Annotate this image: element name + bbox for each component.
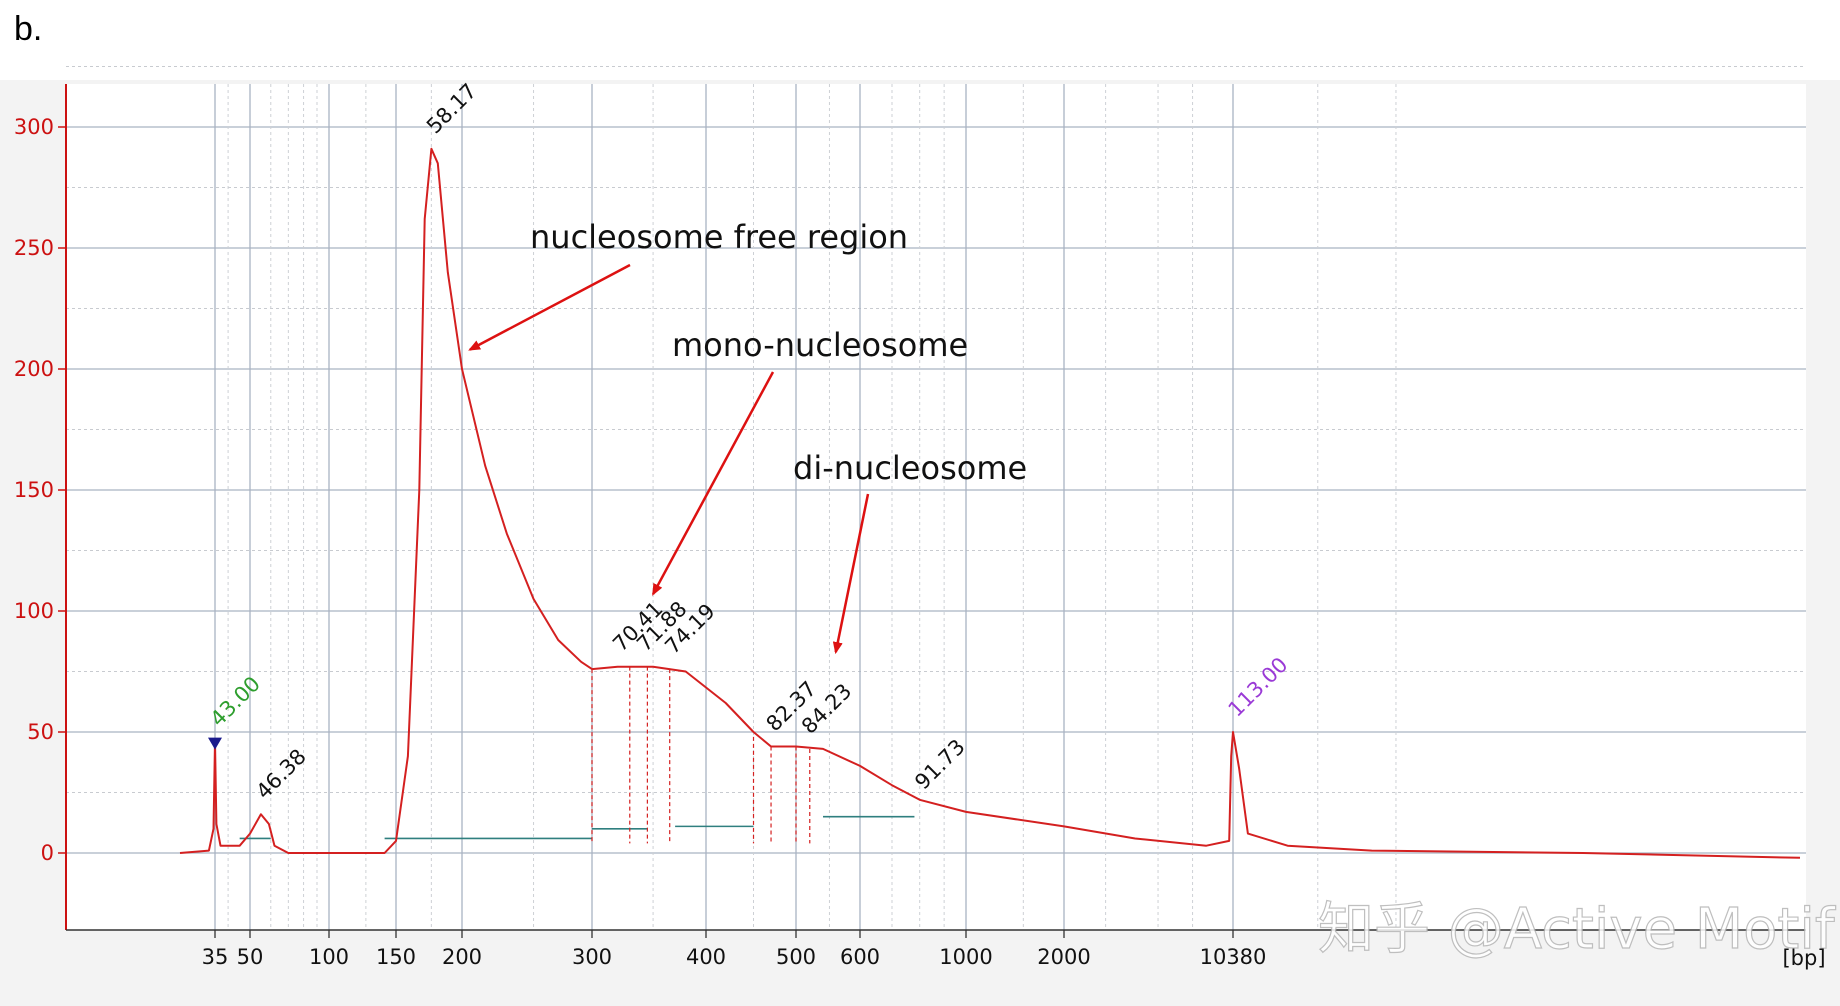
x-tick-label: 2000 xyxy=(1037,945,1090,969)
x-tick-label: 200 xyxy=(442,945,482,969)
x-tick-label: 100 xyxy=(309,945,349,969)
trace xyxy=(179,147,1801,859)
annotation-arrow xyxy=(832,493,870,655)
y-tick-label: 0 xyxy=(41,841,54,865)
annotation-label: nucleosome free region xyxy=(530,218,908,256)
y-tick-label: 50 xyxy=(27,720,54,744)
x-tick-label: 600 xyxy=(840,945,880,969)
x-tick-label: 500 xyxy=(776,945,816,969)
x-tick-label: 300 xyxy=(572,945,612,969)
ladder-marker-icon xyxy=(208,737,222,750)
x-tick-label: 400 xyxy=(686,945,726,969)
annotation-label: mono-nucleosome xyxy=(672,326,968,364)
axes: 0 50 100 150 200 250 300 35 50 100 150 200 300 400 500… xyxy=(14,84,1806,969)
annotation-arrow xyxy=(468,263,631,351)
y-tick-label: 150 xyxy=(14,478,54,502)
plot-area xyxy=(66,84,1806,930)
panel-label: b. xyxy=(14,10,43,48)
x-tick-label: 10380 xyxy=(1200,945,1267,969)
x-tick-label: 1000 xyxy=(939,945,992,969)
y-tick-label: 250 xyxy=(14,236,54,260)
x-axis-unit-label: [bp] xyxy=(1782,946,1825,970)
watermark-text: 知乎 @Active Motif xyxy=(1318,897,1836,962)
y-tick-label: 300 xyxy=(14,115,54,139)
series-line xyxy=(179,147,1801,859)
x-tick-label: 150 xyxy=(376,945,416,969)
y-tick-label: 100 xyxy=(14,599,54,623)
x-tick-label: 50 xyxy=(237,945,264,969)
grid xyxy=(66,66,1806,930)
annotation-arrow xyxy=(651,371,775,596)
annotations: nucleosome free region mono-nucleosome di-… xyxy=(468,218,1027,655)
y-tick-label: 200 xyxy=(14,357,54,381)
x-tick-label: 35 xyxy=(202,945,229,969)
annotation-label: di-nucleosome xyxy=(793,449,1027,487)
baseline-segments xyxy=(239,666,915,844)
